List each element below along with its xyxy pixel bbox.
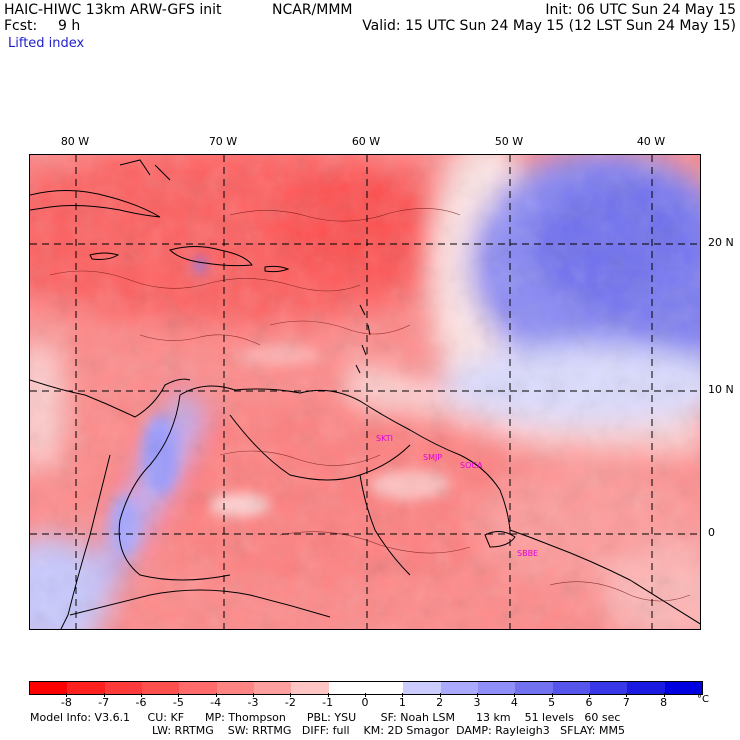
lat-label-20n: 20 N — [708, 236, 734, 249]
forecast-label: Fcst: — [4, 18, 38, 34]
colorbar-tick — [514, 693, 516, 697]
station-sbbe: SBBE — [517, 549, 538, 558]
colorbar-segment — [365, 682, 404, 694]
colorbar-tick-label: -7 — [98, 696, 110, 709]
colorbar-tick-label: -1 — [322, 696, 334, 709]
colorbar-tick-label: 4 — [510, 696, 518, 709]
colorbar-segment — [589, 682, 628, 694]
colorbar-segment — [30, 682, 68, 694]
colorbar-tick — [477, 693, 478, 697]
colorbar-segment — [552, 682, 590, 694]
colorbar-tick — [626, 693, 628, 697]
colorbar-segment — [253, 682, 292, 694]
colorbar-segment — [328, 682, 366, 694]
org-label: NCAR/MMM — [272, 2, 353, 18]
colorbar-tick — [103, 693, 105, 697]
station-soca: SOCA — [460, 461, 483, 470]
colorbar-segment — [664, 682, 702, 694]
lon-label-80w: 80 W — [60, 135, 90, 148]
colorbar-tick-label: -2 — [284, 696, 296, 709]
colorbar-tick — [402, 693, 404, 697]
colorbar-segment — [104, 682, 142, 694]
colorbar-tick — [327, 693, 329, 697]
colorbar-tick — [178, 693, 180, 697]
colorbar-tick-label: 0 — [361, 696, 369, 709]
field-texture — [30, 155, 700, 629]
colorbar-segment — [216, 682, 254, 694]
colorbar-segment — [67, 682, 105, 694]
init-time: Init: 06 UTC Sun 24 May 15 — [545, 2, 736, 18]
model-info-line1: Model Info: V3.6.1 CU: KF MP: Thompson P… — [30, 711, 621, 724]
colorbar-tick — [66, 693, 68, 697]
colorbar-tick — [141, 693, 142, 697]
colorbar-tick — [663, 693, 665, 697]
lat-label-equator: 0 — [708, 526, 715, 539]
station-smjp: SMJP — [423, 453, 442, 462]
lon-label-60w: 60 W — [351, 135, 381, 148]
colorbar-tick-label: 3 — [473, 696, 481, 709]
colorbar-segment — [403, 682, 441, 694]
colorbar-tick — [551, 693, 553, 697]
lon-label-70w: 70 W — [208, 135, 238, 148]
colorbar-tick — [439, 693, 441, 697]
field-name: Lifted index — [8, 36, 85, 51]
colorbar-tick-label: -5 — [172, 696, 184, 709]
colorbar-tick — [589, 693, 590, 697]
colorbar-tick — [365, 693, 366, 697]
colorbar-tick — [290, 693, 292, 697]
colorbar-tick-label: -6 — [135, 696, 147, 709]
colorbar-segment — [515, 682, 553, 694]
model-info-line2: LW: RRTMG SW: RRTMG DIFF: full KM: 2D Sm… — [152, 724, 625, 737]
forecast-hour: 9 h — [58, 18, 81, 34]
colorbar-unit: °C — [697, 694, 709, 705]
colorbar-tick-label: -8 — [60, 696, 72, 709]
colorbar-tick-label: 5 — [548, 696, 556, 709]
valid-time: Valid: 15 UTC Sun 24 May 15 (12 LST Sun … — [362, 18, 736, 34]
colorbar-segment — [179, 682, 217, 694]
colorbar-tick — [215, 693, 217, 697]
colorbar-segment — [440, 682, 478, 694]
colorbar-segment — [627, 682, 665, 694]
colorbar-tick-label: -4 — [210, 696, 222, 709]
colorbar-tick-label: 7 — [622, 696, 630, 709]
colorbar-tick-label: 8 — [660, 696, 668, 709]
coastlines — [30, 159, 700, 629]
colorbar-tick-label: 1 — [398, 696, 406, 709]
lon-label-50w: 50 W — [494, 135, 524, 148]
colorbar-tick-label: 6 — [585, 696, 593, 709]
colorbar-tick-label: 2 — [436, 696, 444, 709]
colorbar-segment — [291, 682, 329, 694]
lon-label-40w: 40 W — [636, 135, 666, 148]
field-contours — [49, 208, 691, 602]
colorbar-tick-label: -3 — [247, 696, 259, 709]
map-canvas: SKTI SMJP SOCA SBBE — [30, 155, 700, 629]
gridlines — [30, 155, 700, 629]
model-title: HAIC-HIWC 13km ARW-GFS init — [4, 2, 222, 18]
station-skti: SKTI — [376, 434, 393, 443]
lifted-index-map: SKTI SMJP SOCA SBBE — [29, 154, 701, 630]
colorbar-segment — [477, 682, 516, 694]
lat-label-10n: 10 N — [708, 383, 734, 396]
colorbar-segment — [141, 682, 180, 694]
colorbar-tick — [253, 693, 254, 697]
